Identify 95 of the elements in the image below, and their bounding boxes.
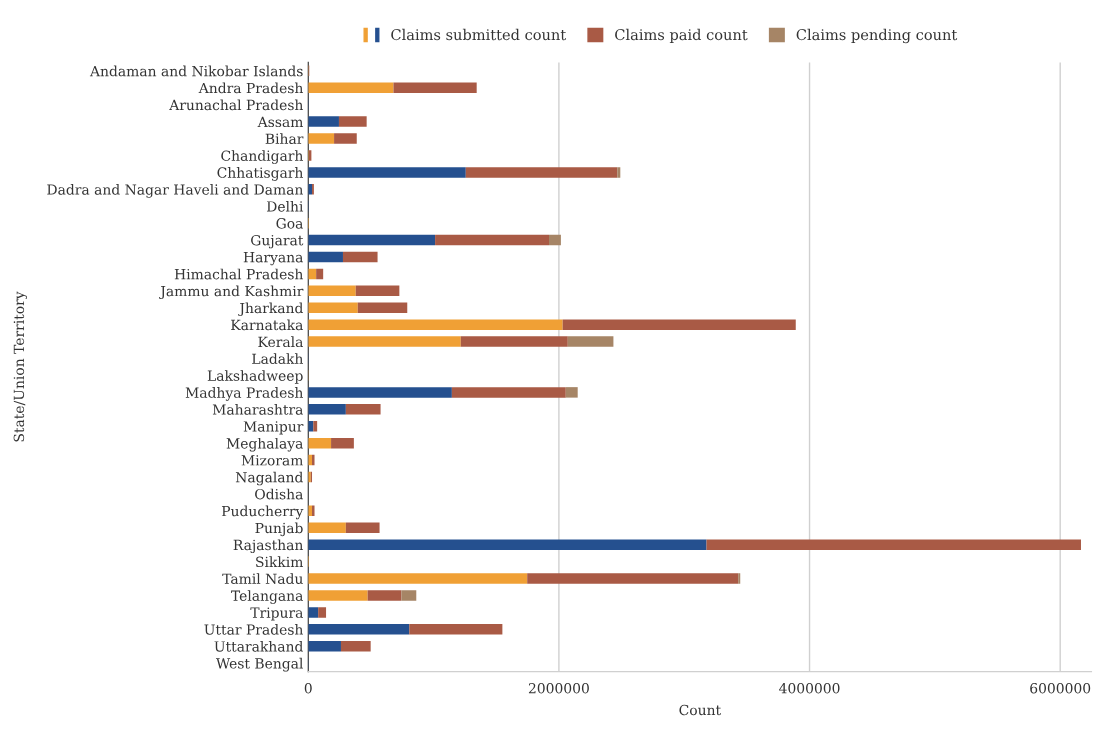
y-tick-label: Kerala: [258, 336, 303, 348]
y-tick-label: Tamil Nadu: [222, 573, 303, 585]
y-tick-label: Assam: [257, 116, 304, 128]
bar: [316, 268, 324, 280]
bar: [527, 573, 739, 584]
x-tick-label: 4000000: [779, 682, 840, 694]
legend-label: Claims submitted count: [391, 28, 567, 41]
bar: [345, 404, 381, 415]
bar: [312, 505, 315, 517]
bar: [355, 285, 400, 297]
y-axis-title: State/Union Territory: [13, 291, 28, 442]
y-tick-label: Karnataka: [231, 319, 303, 331]
legend-label: Claims pending count: [796, 28, 958, 44]
bar: [308, 640, 341, 652]
x-tick-label: 6000000: [1030, 682, 1091, 694]
bar: [331, 437, 354, 449]
bar: [357, 302, 408, 314]
y-tick-label: Andaman and Nikobar Islands: [89, 65, 303, 77]
bar: [567, 336, 614, 347]
y-tick-label: Gujarat: [251, 234, 304, 249]
y-tick-label: Uttar Pradesh: [204, 624, 304, 635]
bar: [549, 234, 561, 246]
bar: [401, 590, 417, 601]
y-tick-label: West Bengal: [215, 657, 303, 672]
y-tick-label: Sikkim: [256, 556, 304, 568]
bar: [308, 590, 368, 601]
y-tick-label: Meghalaya: [226, 437, 303, 452]
y-tick-label: Tripura: [250, 607, 303, 621]
y-tick-label: Uttarakhand: [214, 640, 303, 652]
y-tick-label: Himachal Pradesh: [174, 268, 304, 280]
y-tick-label: Jharkand: [238, 302, 303, 316]
bar: [465, 167, 618, 178]
bar: [308, 133, 335, 144]
y-tick-label: Dadra and Nagar Haveli and Daman: [47, 184, 304, 198]
bar: [409, 624, 503, 635]
y-tick-label: Telangana: [231, 590, 303, 604]
bar: [345, 522, 380, 534]
y-tick-label: Madhya Pradesh: [185, 387, 304, 401]
bar: [308, 116, 339, 127]
x-axis-title: Count: [679, 704, 722, 716]
bar: [308, 285, 356, 297]
y-tick-label: Lakshadweep: [207, 370, 303, 384]
y-tick-label: Delhi: [266, 200, 304, 212]
bar: [460, 336, 568, 347]
bar: [308, 319, 563, 330]
y-tick-label: Odisha: [255, 488, 303, 500]
bar: [308, 522, 346, 534]
y-tick-label: Puducherry: [221, 505, 304, 520]
y-tick-label: Jammu and Kashmir: [159, 285, 304, 300]
y-tick-label: Manipur: [243, 421, 304, 435]
bar: [367, 590, 402, 601]
bar: [338, 116, 367, 127]
y-tick-label: Ladakh: [252, 353, 304, 365]
bar: [435, 234, 549, 246]
bar: [308, 167, 466, 178]
bar: [312, 454, 315, 466]
y-tick-label: Chhatisgarh: [217, 167, 304, 181]
x-tick-label: 0: [304, 682, 312, 694]
bar: [308, 82, 394, 94]
x-tick-label: 2000000: [528, 682, 589, 694]
y-tick-label: Chandigarh: [221, 150, 304, 164]
y-tick-label: Haryana: [243, 252, 303, 266]
y-tick-label: Goa: [276, 218, 303, 229]
bar: [308, 251, 343, 263]
bar: [308, 302, 358, 314]
y-tick-label: Andra Pradesh: [198, 82, 304, 94]
bar: [313, 420, 318, 432]
bar: [562, 319, 796, 330]
bar: [617, 167, 621, 178]
bar: [308, 404, 346, 415]
bar: [308, 607, 319, 618]
bar: [565, 387, 578, 398]
bar: [393, 82, 477, 94]
y-tick-label: Punjab: [255, 522, 303, 537]
bar: [342, 251, 378, 263]
bar: [308, 336, 461, 347]
bar: [340, 640, 371, 652]
bar: [308, 387, 452, 398]
bar: [738, 573, 741, 584]
bar: [308, 234, 436, 246]
y-tick-label: Arunachal Pradesh: [169, 99, 304, 111]
bar: [308, 573, 528, 584]
legend-label: Claims paid count: [615, 28, 748, 43]
bar: [451, 387, 566, 398]
y-tick-label: Rajasthan: [233, 539, 304, 554]
bar: [334, 133, 357, 144]
bar: [308, 624, 410, 635]
bar: [308, 437, 332, 449]
y-tick-label: Mizoram: [241, 455, 304, 466]
y-tick-label: Maharashtra: [212, 404, 303, 415]
bar: [318, 607, 327, 618]
y-tick-label: Bihar: [265, 133, 304, 145]
y-tick-label: Nagaland: [235, 471, 303, 486]
bar: [308, 539, 707, 550]
bar: [706, 539, 1081, 550]
